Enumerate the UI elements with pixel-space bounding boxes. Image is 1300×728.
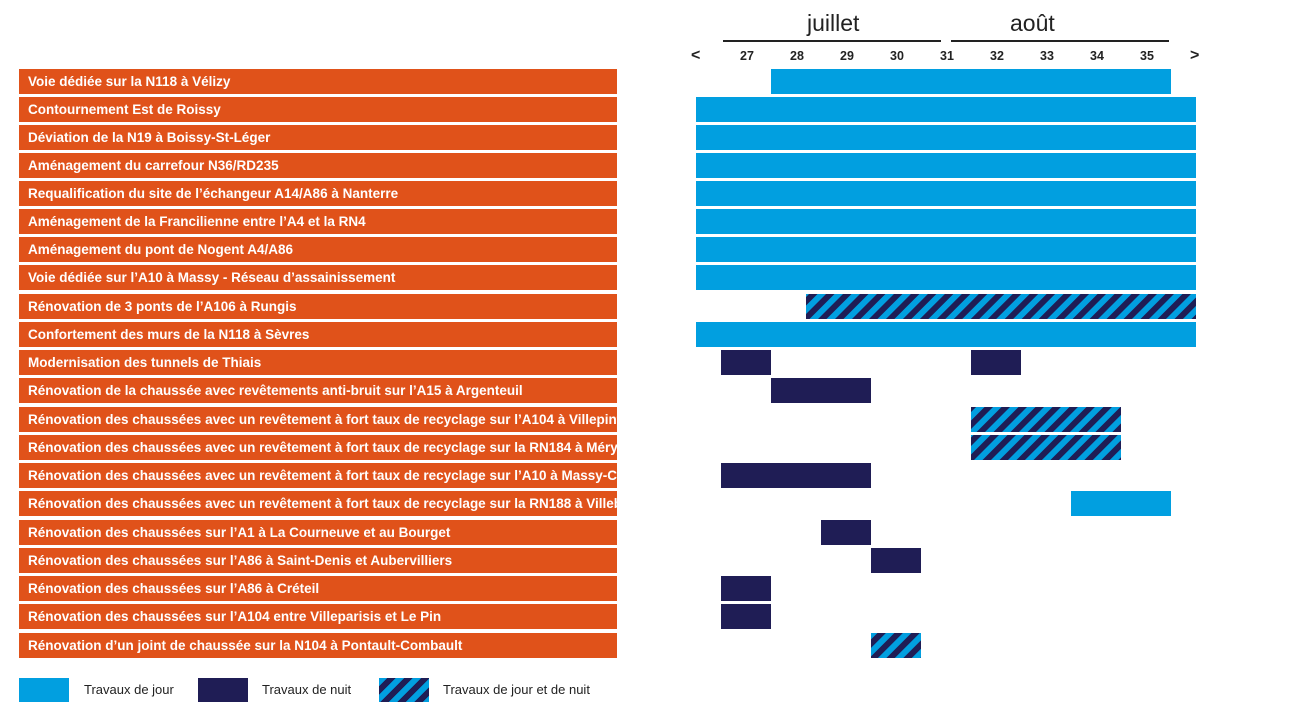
gantt-bar-day — [1071, 491, 1171, 516]
task-label: Voie dédiée sur la N118 à Vélizy — [19, 69, 617, 94]
gantt-bar-day — [696, 153, 1196, 178]
gantt-bar-both — [971, 435, 1121, 460]
legend-label-night: Travaux de nuit — [262, 682, 352, 697]
task-label: Rénovation des chaussées avec un revêtem… — [19, 435, 617, 460]
gantt-bar-day — [696, 265, 1196, 290]
legend-label-both: Travaux de jour et de nuit — [443, 682, 590, 697]
gantt-bar-day — [696, 97, 1196, 122]
week-label: 32 — [990, 49, 1004, 63]
task-label: Rénovation d’un joint de chaussée sur la… — [19, 633, 617, 658]
gantt-bar-day — [771, 69, 1171, 94]
gantt-bar-both — [806, 294, 1196, 319]
gantt-bar-night — [971, 350, 1021, 375]
week-label: 31 — [940, 49, 954, 63]
month-label-juillet: juillet — [807, 10, 860, 36]
next-arrow-icon[interactable]: > — [1190, 47, 1200, 64]
task-label: Rénovation des chaussées sur l’A1 à La C… — [19, 520, 617, 545]
task-label: Rénovation de 3 ponts de l’A106 à Rungis — [19, 294, 617, 319]
gantt-bar-night — [721, 463, 871, 488]
gantt-bar-day — [696, 125, 1196, 150]
gantt-bar-night — [871, 548, 921, 573]
task-label: Déviation de la N19 à Boissy-St-Léger — [19, 125, 617, 150]
task-label: Requalification du site de l’échangeur A… — [19, 181, 617, 206]
week-label: 27 — [740, 49, 754, 63]
task-label: Rénovation des chaussées avec un revêtem… — [19, 491, 617, 516]
task-label: Rénovation des chaussées sur l’A86 à Sai… — [19, 548, 617, 573]
week-label: 29 — [840, 49, 854, 63]
legend-swatch-both — [379, 678, 429, 702]
task-label: Rénovation de la chaussée avec revêtemen… — [19, 378, 617, 403]
week-label: 30 — [890, 49, 904, 63]
task-label: Aménagement du carrefour N36/RD235 — [19, 153, 617, 178]
gantt-bar-day — [696, 181, 1196, 206]
week-label: 35 — [1140, 49, 1154, 63]
legend-swatch-day — [19, 678, 69, 702]
gantt-bar-night — [721, 350, 771, 375]
task-label: Contournement Est de Roissy — [19, 97, 617, 122]
task-label: Modernisation des tunnels de Thiais — [19, 350, 617, 375]
gantt-bar-both — [971, 407, 1121, 432]
legend-label-day: Travaux de jour — [84, 682, 174, 697]
task-label: Rénovation des chaussées avec un revêtem… — [19, 407, 617, 432]
gantt-bar-day — [696, 209, 1196, 234]
gantt-bar-night — [821, 520, 871, 545]
gantt-bar-night — [721, 576, 771, 601]
month-divider-aout — [951, 40, 1169, 42]
gantt-bar-both — [871, 633, 921, 658]
task-label: Aménagement du pont de Nogent A4/A86 — [19, 237, 617, 262]
gantt-bar-night — [721, 604, 771, 629]
month-divider-juillet — [723, 40, 941, 42]
week-label: 28 — [790, 49, 804, 63]
month-label-aout: août — [1010, 10, 1055, 36]
gantt-bar-day — [696, 322, 1196, 347]
task-label: Rénovation des chaussées sur l’A86 à Cré… — [19, 576, 617, 601]
task-label: Confortement des murs de la N118 à Sèvre… — [19, 322, 617, 347]
task-label: Rénovation des chaussées sur l’A104 entr… — [19, 604, 617, 629]
task-label: Voie dédiée sur l’A10 à Massy - Réseau d… — [19, 265, 617, 290]
week-label: 34 — [1090, 49, 1104, 63]
legend-swatch-night — [198, 678, 248, 702]
task-label: Rénovation des chaussées avec un revêtem… — [19, 463, 617, 488]
prev-arrow-icon[interactable]: < — [691, 47, 701, 64]
gantt-bar-day — [696, 237, 1196, 262]
week-label: 33 — [1040, 49, 1054, 63]
task-label: Aménagement de la Francilienne entre l’A… — [19, 209, 617, 234]
gantt-bar-night — [771, 378, 871, 403]
